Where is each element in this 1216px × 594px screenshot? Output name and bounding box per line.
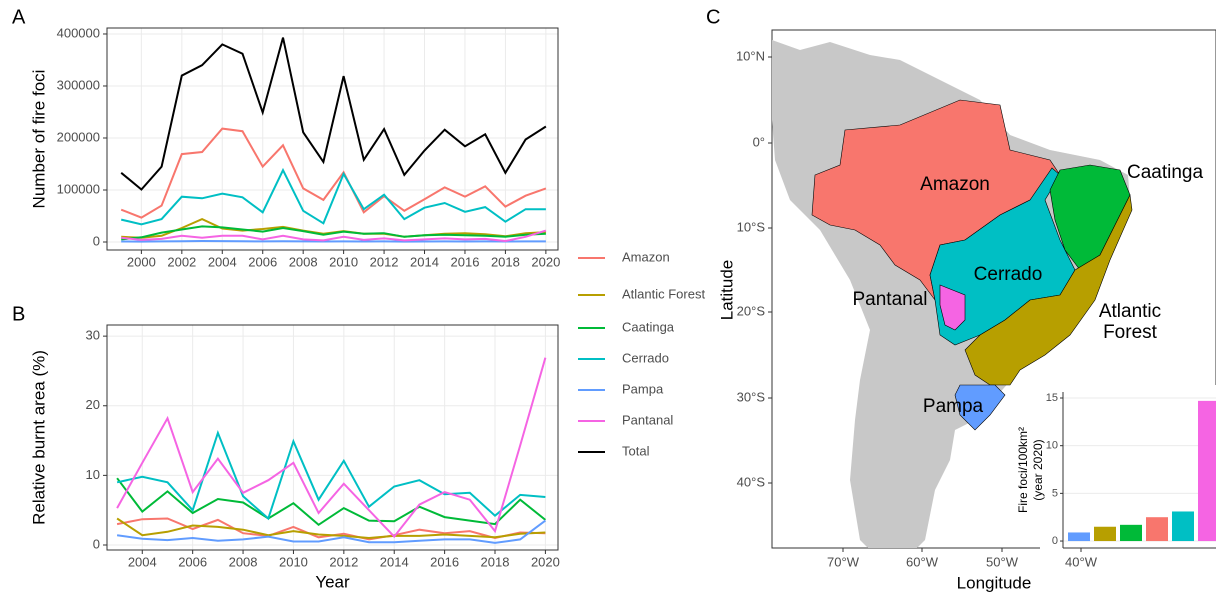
- series-line: [116, 519, 546, 544]
- panel-label: C: [706, 6, 720, 28]
- lat-tick-label: 30°S: [737, 389, 766, 404]
- y-tick-label: 5: [1052, 487, 1058, 499]
- y-axis-title: Latitude: [717, 260, 736, 321]
- series-line: [121, 239, 546, 243]
- lat-tick-label: 20°S: [737, 303, 766, 318]
- lat-tick-label: 10°N: [736, 48, 765, 63]
- panel-label: B: [12, 303, 25, 325]
- region-label: Atlantic Forest: [1099, 301, 1161, 343]
- x-tick-label: 2010: [329, 254, 358, 269]
- plot-background: [107, 325, 558, 550]
- y-tick-label: 400000: [57, 25, 100, 40]
- y-tick-label: 20: [86, 397, 100, 412]
- bar: [1068, 532, 1090, 542]
- series-line: [120, 167, 546, 226]
- atlantic-forest: [964, 193, 1133, 386]
- series-line: [116, 357, 547, 539]
- x-tick-label: 2006: [248, 254, 277, 269]
- x-tick-label: 2020: [531, 554, 560, 569]
- series-line: [120, 127, 547, 219]
- x-tick-label: 2008: [229, 554, 258, 569]
- lon-tick-label: 40°W: [1065, 554, 1098, 569]
- x-axis-title: Year: [315, 572, 350, 591]
- bar: [1094, 526, 1116, 542]
- region-label: Pampa: [923, 396, 984, 417]
- region-label: Cerrado: [974, 264, 1043, 285]
- pampa: [954, 384, 1006, 431]
- x-tick-label: 2016: [430, 554, 459, 569]
- x-tick-label: 2006: [178, 554, 207, 569]
- legend-label: Amazon: [622, 249, 670, 264]
- y-tick-label: 0: [93, 233, 100, 248]
- x-tick-label: 2004: [128, 554, 157, 569]
- x-tick-label: 2018: [491, 254, 520, 269]
- y-tick-label: 300000: [57, 77, 100, 92]
- x-tick-label: 2004: [208, 254, 237, 269]
- bar: [1198, 400, 1216, 542]
- x-tick-label: 2014: [380, 554, 409, 569]
- x-tick-label: 2008: [289, 254, 318, 269]
- x-tick-label: 2012: [329, 554, 358, 569]
- map: [772, 40, 1133, 548]
- y-tick-label: 15: [1046, 392, 1058, 404]
- series-line: [121, 229, 547, 243]
- lon-tick-label: 70°W: [827, 554, 860, 569]
- x-tick-label: 2014: [410, 254, 439, 269]
- x-tick-label: 2010: [279, 554, 308, 569]
- legend-label: Pantanal: [622, 412, 673, 427]
- y-tick-label: 100000: [57, 181, 100, 196]
- lat-tick-label: 40°S: [737, 474, 766, 489]
- y-tick-label: 0: [93, 536, 100, 551]
- cerrado: [929, 167, 1076, 346]
- y-tick-label: 200000: [57, 129, 100, 144]
- legend-label: Caatinga: [622, 319, 675, 334]
- series-line: [116, 477, 547, 527]
- y-axis-title: Number of fire foci: [29, 70, 48, 209]
- pantanal: [939, 284, 966, 331]
- y-tick-label: 0: [1052, 535, 1058, 547]
- bar: [1146, 517, 1168, 542]
- bar: [1120, 524, 1142, 542]
- lon-tick-label: 60°W: [906, 554, 939, 569]
- x-axis-title: Longitude: [957, 573, 1032, 592]
- bar: [1172, 511, 1194, 542]
- lat-tick-label: 10°S: [737, 219, 766, 234]
- series-line: [116, 517, 546, 540]
- x-tick-label: 2016: [451, 254, 480, 269]
- y-tick-label: 30: [86, 328, 100, 343]
- region-label: Caatinga: [1127, 162, 1203, 183]
- legend-label: Cerrado: [622, 350, 669, 365]
- y-axis-title: (year 2020): [1031, 439, 1045, 500]
- y-axis-title: Relative burnt area (%): [29, 350, 48, 525]
- region-label: Pantanal: [852, 289, 927, 310]
- legend-label: Total: [622, 443, 650, 458]
- x-tick-label: 2020: [531, 254, 560, 269]
- lon-tick-label: 50°W: [986, 554, 1019, 569]
- y-axis-title: Fire foci/100km²: [1016, 427, 1030, 513]
- series-line: [120, 37, 547, 191]
- plot-border: [106, 27, 559, 251]
- legend-label: Pampa: [622, 381, 664, 396]
- y-tick-label: 10: [1046, 440, 1058, 452]
- region-label: Amazon: [920, 174, 990, 195]
- x-tick-label: 2012: [370, 254, 399, 269]
- x-tick-label: 2000: [127, 254, 156, 269]
- series-line: [121, 225, 546, 241]
- panel-label: A: [12, 6, 26, 28]
- x-tick-label: 2018: [481, 554, 510, 569]
- lat-tick-label: 0°: [753, 134, 765, 149]
- plot-background: [107, 28, 558, 250]
- legend-label: Atlantic Forest: [622, 286, 705, 301]
- plot-border: [106, 324, 559, 551]
- x-tick-label: 2002: [167, 254, 196, 269]
- y-tick-label: 10: [86, 467, 100, 482]
- series-line: [116, 429, 546, 521]
